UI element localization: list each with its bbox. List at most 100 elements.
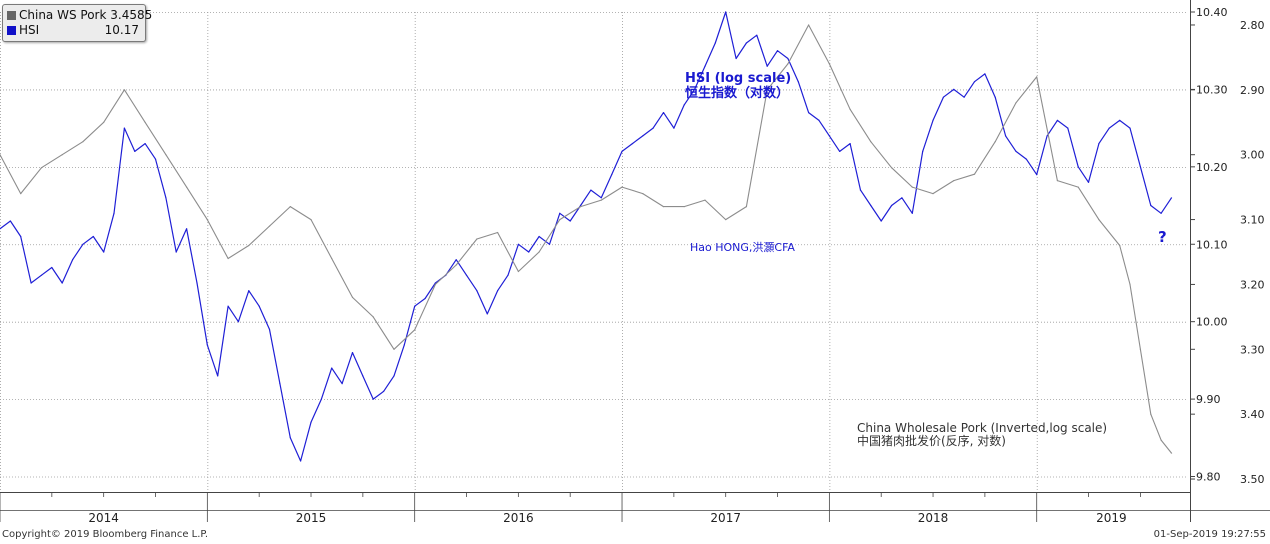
data-point-hsi [206,344,208,346]
data-point-hsi [1067,127,1069,129]
data-point-china-ws-pork [517,270,520,273]
y-left-tick-label: 10.10 [1196,238,1228,251]
data-point-hsi [310,421,312,423]
data-point-china-ws-pork [0,154,1,156]
data-point-hsi [507,274,509,276]
data-point-china-ws-pork [455,264,457,266]
data-point-china-ws-pork [1160,439,1162,441]
y-left-tick-label: 10.00 [1196,316,1228,329]
data-point-china-ws-pork [994,141,996,143]
data-point-hsi [61,282,63,284]
data-point-china-ws-pork [1170,452,1173,454]
data-point-china-ws-pork [1139,348,1141,350]
legend-label-pork: China WS Pork 3.4585 [19,8,152,23]
data-point-china-ws-pork [766,89,768,91]
data-point-china-ws-pork [600,199,602,201]
x-tick-label: 2018 [918,511,949,525]
data-point-china-ws-pork [103,121,105,123]
data-point-hsi [351,352,354,354]
data-point-hsi [694,88,696,90]
data-point-hsi [403,344,405,346]
data-point-hsi [289,437,291,439]
data-point-hsi [51,266,53,269]
data-point-hsi [424,297,426,300]
data-point-hsi [455,259,457,261]
legend-name-hsi: HSI [19,23,40,37]
data-point-china-ws-pork [40,167,43,169]
data-point-china-ws-pork [1150,413,1152,415]
data-point-china-ws-pork [186,186,188,188]
y-right-tick-label: 3.50 [1240,473,1265,486]
data-point-china-ws-pork [828,63,831,65]
data-point-hsi [237,321,239,323]
data-point-hsi [1015,150,1017,152]
data-point-hsi [1129,127,1131,129]
data-point-hsi [1056,119,1058,121]
data-point-hsi [745,42,748,44]
data-point-china-ws-pork [289,206,291,208]
data-point-hsi [911,212,913,214]
data-point-hsi [248,290,250,292]
x-tick-label: 2019 [1096,511,1127,525]
data-point-hsi [144,143,146,145]
axis-layer: 9.80 9.90 10.00 10.10 10.20 10.30 10.40 2.80 2.9… [0,0,1270,525]
legend-swatch-pork [7,11,16,20]
x-tick-label: 2016 [503,511,534,525]
data-point-hsi [1139,166,1141,168]
data-point-hsi [963,96,965,98]
data-point-hsi [756,34,758,36]
data-point-hsi [30,282,32,284]
legend-swatch-hsi [7,26,16,35]
data-point-hsi [673,127,675,129]
data-point-china-ws-pork [973,173,976,175]
data-point-china-ws-pork [911,186,913,188]
data-point-china-ws-pork [559,219,561,221]
data-point-hsi [1160,212,1162,214]
data-point-hsi [932,119,934,121]
data-point-hsi [372,398,374,400]
data-point-hsi [123,127,125,129]
legend-item-pork: China WS Pork 3.4585 [7,8,152,23]
data-point-hsi [725,11,727,13]
data-point-hsi [476,290,478,292]
data-point-hsi [1108,127,1110,129]
data-point-hsi [973,81,976,83]
data-point-china-ws-pork [808,24,810,26]
data-point-hsi [40,274,43,276]
data-point-hsi [486,313,488,315]
data-point-hsi [870,204,872,207]
data-point-china-ws-pork [393,348,395,350]
hsi-annotation-line2: 恒生指数（对数） [685,85,789,101]
data-point-hsi [1046,135,1048,137]
y-left-tick-label: 10.40 [1196,6,1228,19]
data-point-hsi [787,57,789,60]
data-point-china-ws-pork [891,167,893,169]
data-point-hsi [859,189,862,191]
data-point-hsi [196,282,198,284]
data-point-china-ws-pork [1036,76,1038,78]
data-point-hsi [362,375,364,377]
data-point-hsi [1150,204,1152,207]
data-point-china-ws-pork [82,141,84,143]
data-point-china-ws-pork [1129,283,1131,285]
y-right-tick-label: 2.80 [1240,19,1265,32]
data-point-hsi [497,290,499,292]
data-point-china-ws-pork [787,63,789,65]
data-point-hsi [994,96,996,98]
data-point-hsi [580,204,582,207]
data-point-hsi [217,375,219,377]
data-point-hsi [922,150,924,152]
data-point-hsi [1119,119,1121,121]
data-point-hsi [662,112,665,114]
y-right-tick-label: 3.10 [1240,214,1265,227]
y-left-tick-label: 10.20 [1196,161,1228,174]
data-point-hsi [714,42,716,44]
data-point-hsi [134,150,136,152]
data-point-china-ws-pork [1056,180,1058,182]
data-point-hsi [383,390,385,392]
data-point-china-ws-pork [642,193,644,195]
data-point-hsi [92,235,94,238]
data-point-hsi [808,112,810,114]
